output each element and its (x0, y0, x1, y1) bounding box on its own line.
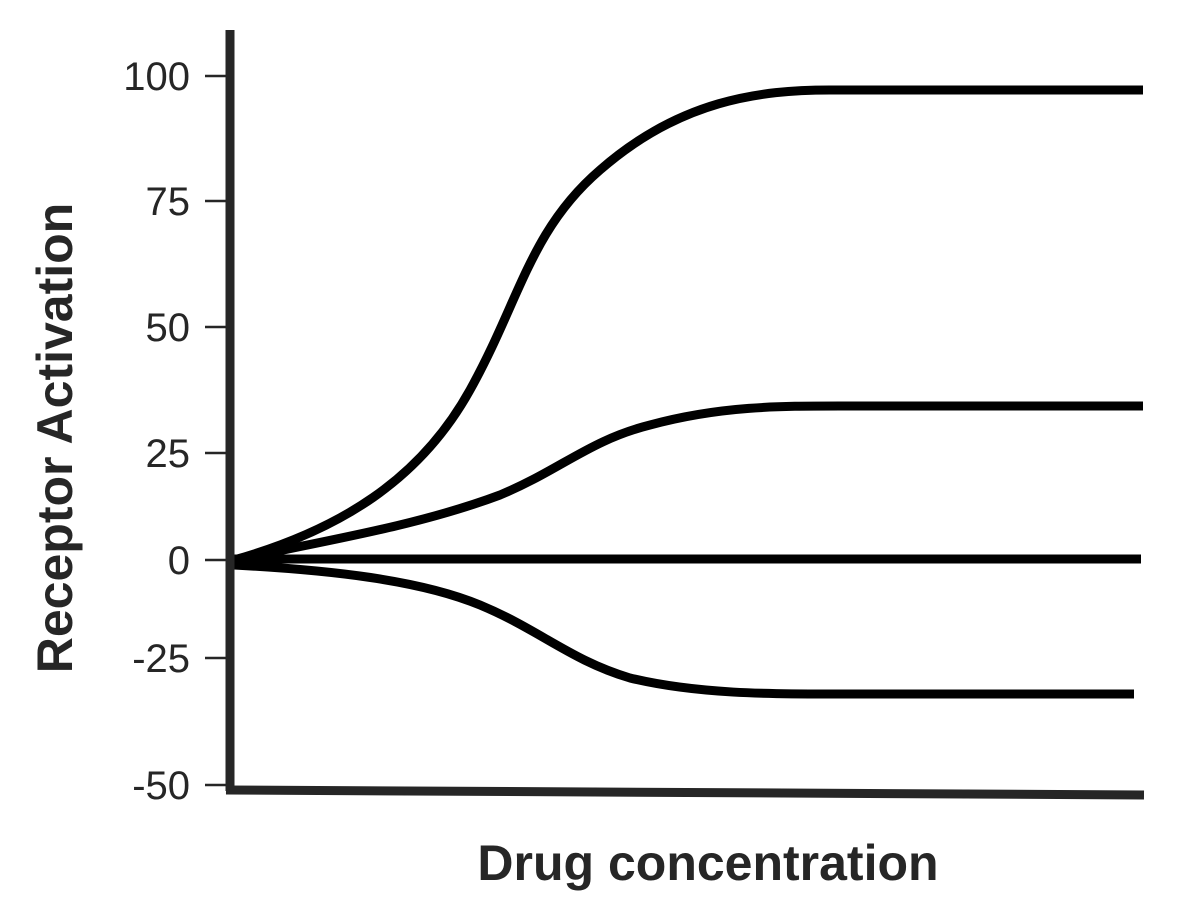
y-axis-ticks (205, 74, 230, 787)
curve-inverse-agonist (233, 560, 1134, 699)
y-axis-title: Receptor Activation (27, 203, 83, 673)
x-axis (225, 785, 1145, 800)
y-tick-label: -25 (132, 637, 190, 681)
y-tick-label: 75 (146, 180, 191, 224)
x-axis-title: Drug concentration (477, 835, 938, 891)
axes (225, 30, 1145, 800)
curves (232, 85, 1143, 699)
y-tick-label: -50 (132, 764, 190, 808)
curve-full-agonist (232, 85, 1143, 565)
y-tick-label: 50 (146, 306, 191, 350)
y-axis-tick-labels: 100 75 50 25 0 -25 -50 (123, 55, 190, 808)
y-tick-label: 25 (146, 432, 191, 476)
y-tick-label: 100 (123, 55, 190, 99)
curve-partial-agonist (233, 401, 1143, 565)
y-tick-label: 0 (168, 539, 190, 583)
